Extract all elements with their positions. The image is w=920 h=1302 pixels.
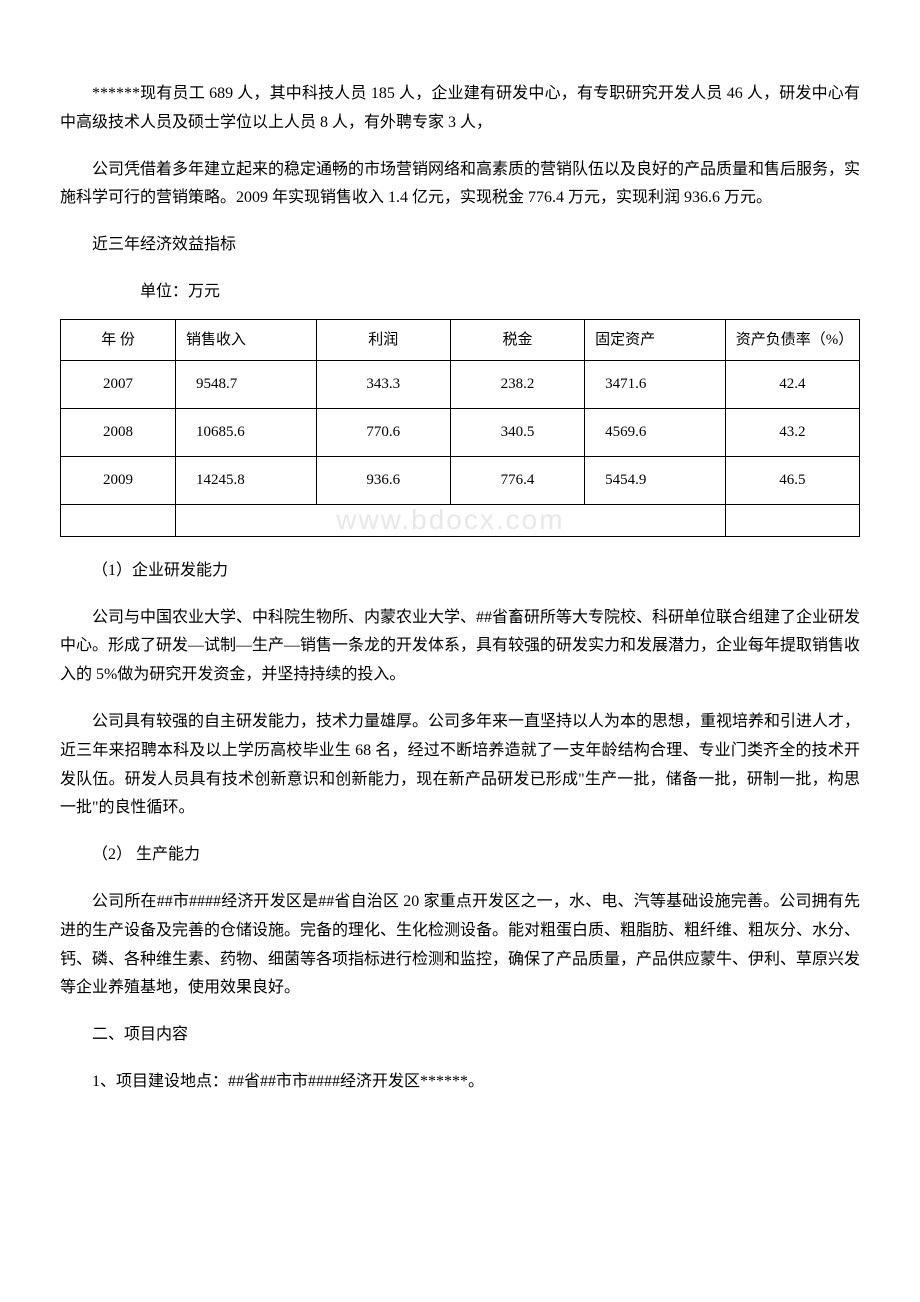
table-cell: 5454.9 [585, 456, 726, 504]
table-cell: 2007 [61, 360, 176, 408]
table-empty-row: www.bdocx.com [61, 504, 860, 536]
table-cell [61, 504, 176, 536]
table-header-cell: 资产负债率（%） [725, 319, 859, 360]
table-header-cell: 利润 [316, 319, 450, 360]
table-row: 2008 10685.6 770.6 340.5 4569.6 43.2 [61, 408, 860, 456]
table-cell: 4569.6 [585, 408, 726, 456]
table-cell: 2008 [61, 408, 176, 456]
section-title-project: 二、项目内容 [60, 1021, 860, 1050]
table-row: 2007 9548.7 343.3 238.2 3471.6 42.4 [61, 360, 860, 408]
table-cell [725, 504, 859, 536]
table-cell: 2009 [61, 456, 176, 504]
table-cell: 10685.6 [176, 408, 317, 456]
table-cell: 340.5 [450, 408, 584, 456]
table-cell: 936.6 [316, 456, 450, 504]
paragraph-rd-capability: 公司具有较强的自主研发能力，技术力量雄厚。公司多年来一直坚持以人为本的思想，重视… [60, 708, 860, 823]
economic-indicators-table: 年 份 销售收入 利润 税金 固定资产 资产负债率（%） 2007 9548.7… [60, 319, 860, 537]
paragraph-production: 公司所在##市####经济开发区是##省自治区 20 家重点开发区之一，水、电、… [60, 888, 860, 1003]
unit-label: 单位：万元 [60, 278, 860, 307]
table-cell: 343.3 [316, 360, 450, 408]
table-cell: 46.5 [725, 456, 859, 504]
table-cell: 776.4 [450, 456, 584, 504]
table-row: 2009 14245.8 936.6 776.4 5454.9 46.5 [61, 456, 860, 504]
paragraph-sales: 公司凭借着多年建立起来的稳定通畅的市场营销网络和高素质的营销队伍以及良好的产品质… [60, 156, 860, 214]
paragraph-project-location: 1、项目建设地点：##省##市市####经济开发区******。 [60, 1068, 860, 1097]
table-cell: 238.2 [450, 360, 584, 408]
paragraph-rd-center: 公司与中国农业大学、中科院生物所、内蒙农业大学、##省畜研所等大专院校、科研单位… [60, 604, 860, 690]
table-header-cell: 销售收入 [176, 319, 317, 360]
table-cell: 3471.6 [585, 360, 726, 408]
table-cell: 43.2 [725, 408, 859, 456]
table-header-cell: 固定资产 [585, 319, 726, 360]
table-cell: 14245.8 [176, 456, 317, 504]
table-watermark-cell: www.bdocx.com [176, 504, 726, 536]
section-title-rd: （1）企业研发能力 [60, 557, 860, 586]
table-header-cell: 税金 [450, 319, 584, 360]
section-title-production: （2） 生产能力 [60, 841, 860, 870]
section-title-indicators: 近三年经济效益指标 [60, 231, 860, 260]
table-cell: 42.4 [725, 360, 859, 408]
table-header-cell: 年 份 [61, 319, 176, 360]
table-cell: 9548.7 [176, 360, 317, 408]
table-header-row: 年 份 销售收入 利润 税金 固定资产 资产负债率（%） [61, 319, 860, 360]
table-cell: 770.6 [316, 408, 450, 456]
paragraph-staff: ******现有员工 689 人，其中科技人员 185 人，企业建有研发中心，有… [60, 80, 860, 138]
